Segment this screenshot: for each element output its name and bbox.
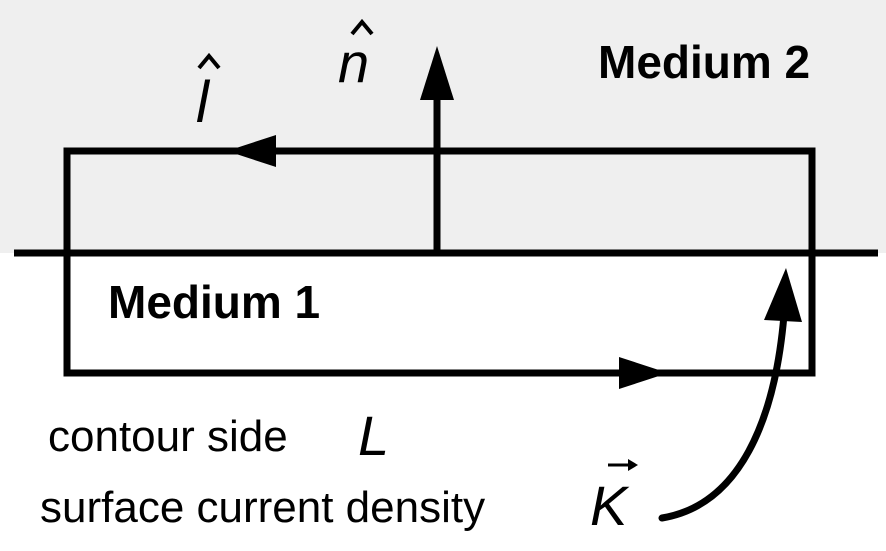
current-density-text: surface current density <box>40 483 485 532</box>
normal-vector-arrowhead <box>420 46 454 100</box>
contour-side-symbol: L <box>358 404 389 467</box>
medium-1-label: Medium 1 <box>108 276 320 328</box>
medium-1-region <box>0 253 886 551</box>
vector-arrow-icon <box>608 459 638 471</box>
tangent-hat-icon <box>197 52 221 70</box>
normal-vector-label: n <box>338 31 369 94</box>
normal-hat-icon <box>350 18 374 36</box>
medium-2-label: Medium 2 <box>598 36 810 88</box>
current-density-symbol: K <box>590 474 630 537</box>
current-density-arrow-curve <box>658 311 788 522</box>
contour-arrow-top <box>227 135 276 167</box>
contour-arrow-bottom <box>619 357 668 389</box>
tangent-vector-label: l <box>196 70 211 135</box>
medium-2-region <box>0 0 886 253</box>
current-density-arrowhead <box>764 268 802 322</box>
contour-side-text: contour side <box>48 412 288 461</box>
